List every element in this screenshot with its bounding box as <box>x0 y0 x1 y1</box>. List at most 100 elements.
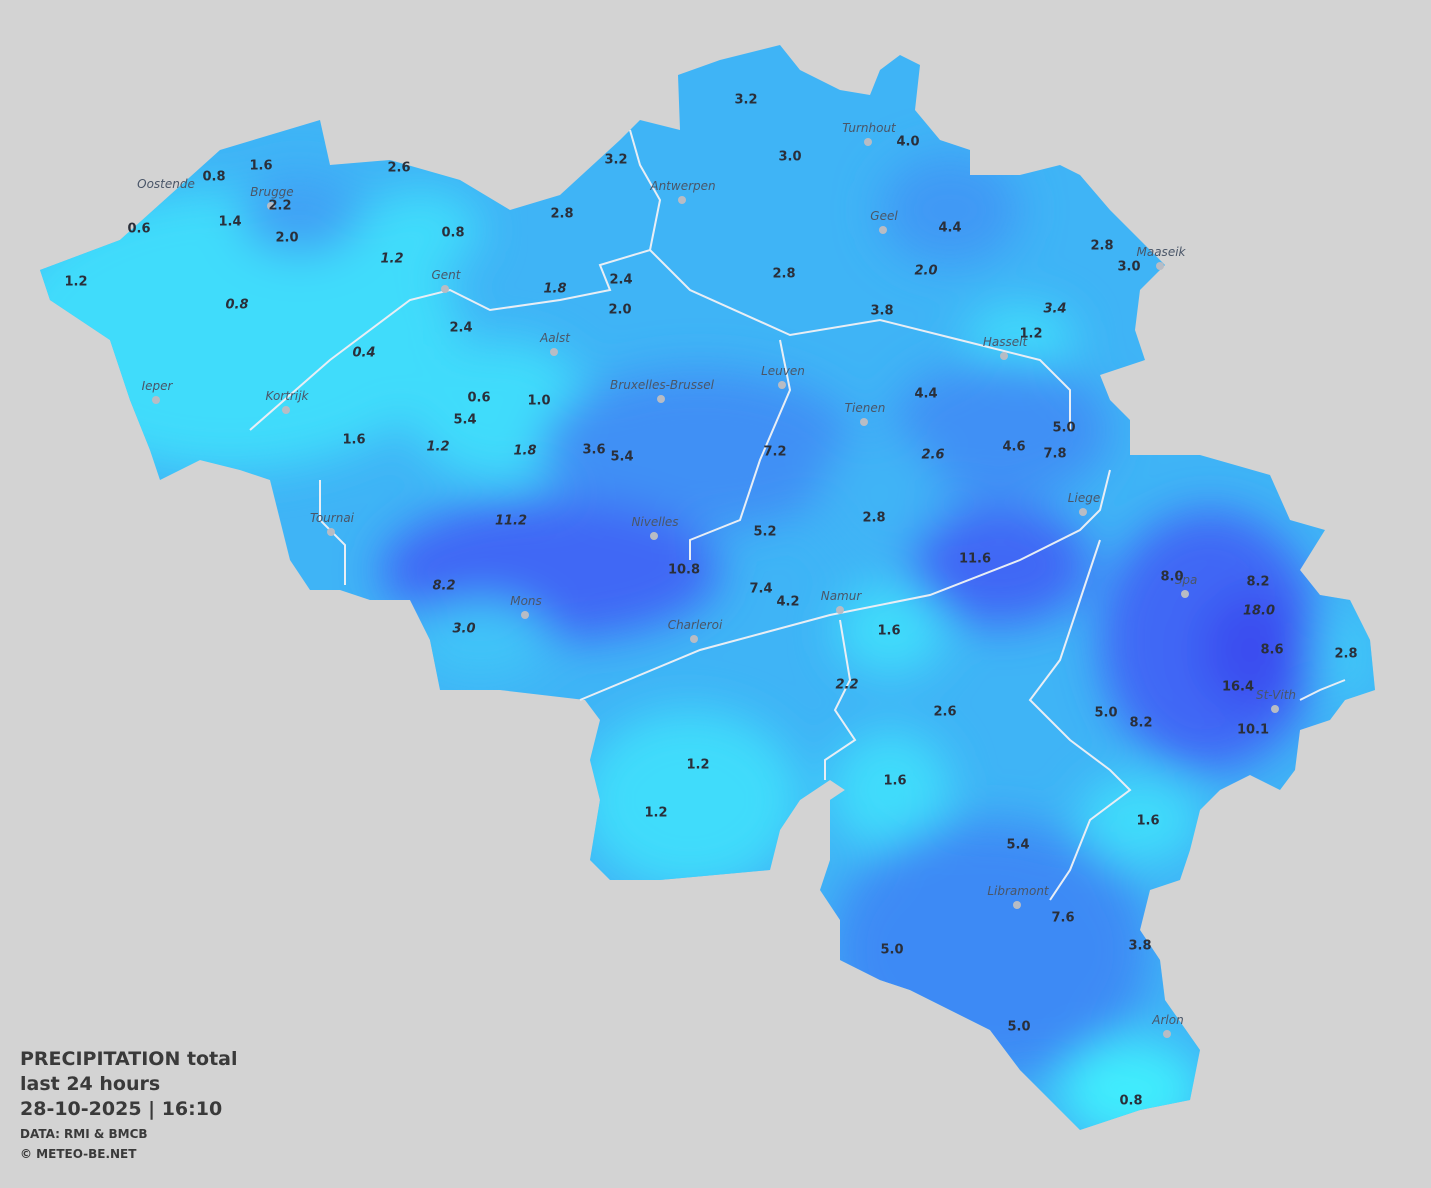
reading: 1.6 <box>1136 814 1159 829</box>
city-name: Leuven <box>761 364 805 378</box>
reading: 0.4 <box>352 346 375 361</box>
reading: 2.4 <box>449 321 472 336</box>
reading: 3.0 <box>778 150 801 165</box>
reading: 2.8 <box>550 207 573 222</box>
city-name: Antwerpen <box>649 179 715 193</box>
reading: 11.2 <box>495 514 527 529</box>
reading: 4.4 <box>914 387 937 402</box>
city-dot <box>657 395 665 403</box>
city-name: Tournai <box>310 511 355 525</box>
city-name: Hasselt <box>983 335 1029 349</box>
credit: DATA: RMI & BMCB <box>20 1127 148 1141</box>
reading: 2.0 <box>608 303 631 318</box>
reading: 1.6 <box>877 624 900 639</box>
reading: 1.2 <box>380 252 403 267</box>
city-dot <box>864 138 872 146</box>
city-name: Geel <box>870 209 898 223</box>
reading: 3.2 <box>604 153 627 168</box>
reading: 1.6 <box>342 433 365 448</box>
reading: 5.0 <box>1007 1020 1030 1035</box>
reading: 8.2 <box>432 579 455 594</box>
city-dot <box>690 635 698 643</box>
reading: 5.2 <box>753 525 776 540</box>
subtitle: last 24 hours <box>20 1073 160 1095</box>
reading: 2.6 <box>921 448 944 463</box>
reading: 2.4 <box>609 273 632 288</box>
reading: 16.4 <box>1222 680 1254 695</box>
reading: 8.2 <box>1129 716 1152 731</box>
city-name: Turnhout <box>842 121 897 135</box>
city-dot <box>327 528 335 536</box>
city-name: Aalst <box>539 331 571 345</box>
reading: 2.8 <box>862 511 885 526</box>
credit: © METEO-BE.NET <box>20 1147 137 1161</box>
reading: 0.6 <box>127 222 150 237</box>
city-dot <box>1163 1030 1171 1038</box>
city-name: Liege <box>1068 491 1100 505</box>
reading: 2.8 <box>1090 239 1113 254</box>
city-dot <box>521 611 529 619</box>
reading: 8.2 <box>1246 575 1269 590</box>
reading: 1.2 <box>686 758 709 773</box>
reading: 8.6 <box>1260 643 1283 658</box>
reading: 3.0 <box>452 622 475 637</box>
reading: 7.8 <box>1043 447 1066 462</box>
city-name: Namur <box>821 589 863 603</box>
city-dot <box>1000 352 1008 360</box>
city-name: Ieper <box>142 379 174 393</box>
city-name: Tienen <box>845 401 886 415</box>
reading: 5.0 <box>1094 706 1117 721</box>
reading: 2.2 <box>268 199 291 214</box>
city-name: Bruxelles-Brussel <box>610 378 715 392</box>
reading: 4.4 <box>938 221 961 236</box>
city-name: Spa <box>1175 573 1198 587</box>
title: PRECIPITATION total <box>20 1048 238 1070</box>
reading: 2.8 <box>1334 647 1357 662</box>
reading: 7.4 <box>749 582 772 597</box>
reading: 4.6 <box>1002 440 1025 455</box>
city-name: Oostende <box>137 177 195 191</box>
city-name: Nivelles <box>631 515 678 529</box>
city-name: Arlon <box>1151 1013 1183 1027</box>
city-name: St-Vith <box>1256 688 1296 702</box>
reading: 7.2 <box>763 445 786 460</box>
reading: 5.4 <box>1006 838 1029 853</box>
city-name: Libramont <box>987 884 1050 898</box>
reading: 2.2 <box>835 678 858 693</box>
reading: 2.6 <box>387 161 410 176</box>
reading: 4.2 <box>776 595 799 610</box>
timestamp: 28-10-2025 | 16:10 <box>20 1098 222 1120</box>
city-dot <box>1079 508 1087 516</box>
city-dot <box>152 396 160 404</box>
reading: 3.4 <box>1043 302 1066 317</box>
reading: 1.4 <box>218 215 241 230</box>
city-dot <box>836 606 844 614</box>
reading: 2.0 <box>275 231 298 246</box>
city-dot <box>860 418 868 426</box>
city-dot <box>267 202 275 210</box>
city-dot <box>650 532 658 540</box>
reading: 5.0 <box>880 943 903 958</box>
city-name: Mons <box>510 594 542 608</box>
reading: 2.6 <box>933 705 956 720</box>
reading: 7.6 <box>1051 911 1074 926</box>
reading: 2.8 <box>772 267 795 282</box>
reading: 3.2 <box>734 93 757 108</box>
reading: 3.0 <box>1117 260 1140 275</box>
reading: 1.6 <box>883 774 906 789</box>
reading: 8.0 <box>1160 570 1183 585</box>
reading: 0.8 <box>225 298 248 313</box>
labels: Oostende Brugge Gent Antwerpen Turnhout Geel M… <box>64 93 1357 1109</box>
city-dot <box>1013 901 1021 909</box>
reading: 0.8 <box>1119 1094 1142 1109</box>
reading: 3.8 <box>870 304 893 319</box>
city-dot <box>282 406 290 414</box>
reading: 1.2 <box>644 806 667 821</box>
reading: 18.0 <box>1243 604 1275 619</box>
city-name: Gent <box>432 268 462 282</box>
city-name: Charleroi <box>668 618 723 632</box>
reading: 2.0 <box>914 264 937 279</box>
reading: 0.6 <box>467 391 490 406</box>
city-dot <box>879 226 887 234</box>
